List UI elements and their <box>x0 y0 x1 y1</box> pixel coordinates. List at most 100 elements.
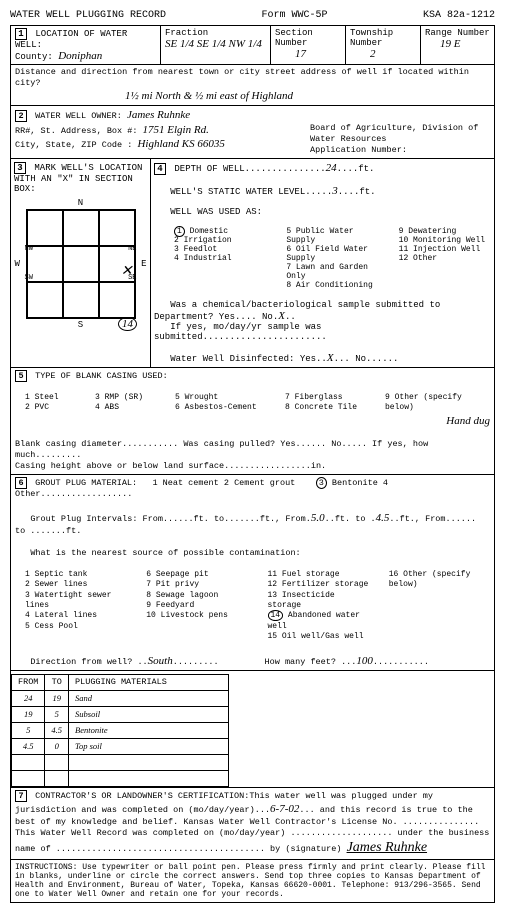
casing-2: 2 PVC <box>25 403 75 413</box>
mark-label: MARK WELL'S LOCATION WITH AN "X" IN SECT… <box>14 163 142 194</box>
contam-16: 16 Other (specify below) <box>389 570 490 591</box>
section-num-3: 3 <box>14 162 26 174</box>
contam-2: 2 Sewer lines <box>25 580 126 590</box>
casing-8: 8 Concrete Tile <box>285 403 365 413</box>
loc-label: LOCATION OF WATER WELL: <box>15 29 127 50</box>
board-label: Board of Agriculture, Division of Water … <box>310 123 478 144</box>
compass-e: E <box>141 259 146 269</box>
city-label: City, State, ZIP Code : <box>15 140 132 150</box>
section-value: 17 <box>295 48 306 60</box>
header-form: Form WWC-5P <box>262 10 328 21</box>
plugging-table: FROM TO PLUGGING MATERIALS 2419Sand 195S… <box>11 674 229 787</box>
height-label: Casing height above or below land surfac… <box>15 461 326 471</box>
cert-section: 7 CONTRACTOR'S OR LANDOWNER'S CERTIFICAT… <box>11 788 494 860</box>
compass-w: W <box>15 259 20 269</box>
range-value: 19 E <box>440 38 460 50</box>
table-row <box>12 771 229 787</box>
table-row: 195Subsoil <box>12 706 229 722</box>
use-9: 9 Dewatering <box>399 227 491 236</box>
chem-ans: X <box>278 310 285 322</box>
diam-label: Blank casing diameter........... Was cas… <box>15 439 428 460</box>
th-to: TO <box>45 674 69 690</box>
section-num-1: 1 <box>15 28 27 40</box>
section-num-6: 6 <box>15 477 27 489</box>
grout-section: 6 GROUT PLUG MATERIAL: 1 Neat cement 2 C… <box>11 475 494 671</box>
contam-5: 5 Cess Pool <box>25 622 126 632</box>
depth-label: DEPTH OF WELL <box>174 164 244 174</box>
cert-date: 6-7-02 <box>270 803 299 815</box>
distance-label: Distance and direction from nearest town… <box>15 67 469 88</box>
chem-date: If yes, mo/day/yr sample was submitted <box>154 322 321 342</box>
county-label: County: <box>15 52 53 62</box>
used-label: WELL WAS USED AS: <box>170 207 262 217</box>
section-num-5: 5 <box>15 370 27 382</box>
contam-9: 9 Feedyard <box>146 601 247 611</box>
use-5: 5 Public Water Supply <box>286 227 378 245</box>
grout-opts: 1 Neat cement 2 Cement grout <box>152 478 295 488</box>
city-value: Highland KS 66035 <box>137 138 224 150</box>
owner-name: James Ruhnke <box>127 109 190 121</box>
chem-label: Was a chemical/bacteriological sample su… <box>154 300 440 322</box>
use-8: 8 Air Conditioning <box>286 281 378 290</box>
int-from1: 5.0 <box>311 512 325 524</box>
use-2: 2 Irrigation <box>174 236 266 245</box>
casing-6: 6 Asbestos-Cement <box>175 403 265 413</box>
table-row: 4.50Top soil <box>12 739 229 755</box>
app-label: Application Number: <box>310 145 407 155</box>
static-value: 3 <box>332 185 338 197</box>
use-11: 11 Injection Well <box>399 245 491 254</box>
th-mat: PLUGGING MATERIALS <box>69 674 229 690</box>
dir-value: South <box>148 655 173 667</box>
contam-6: 6 Seepage pit <box>146 570 247 580</box>
table-row: 54.5Bentonite <box>12 723 229 739</box>
section-label: Section Number <box>275 28 313 48</box>
distance-section: Distance and direction from nearest town… <box>11 65 494 106</box>
contam-1: 1 Septic tank <box>25 570 126 580</box>
depth-value: 24 <box>326 162 337 174</box>
compass-s: S <box>78 320 83 330</box>
addr-label: RR#, St. Address, Box #: <box>15 126 137 136</box>
table-row: 2419Sand <box>12 690 229 706</box>
contam-13: 13 Insecticide storage <box>268 591 369 612</box>
compass-n: N <box>78 198 83 208</box>
instructions: INSTRUCTIONS: Use typewriter or ball poi… <box>11 860 494 902</box>
contam-11: 11 Fuel storage <box>268 570 369 580</box>
plugging-section: FROM TO PLUGGING MATERIALS 2419Sand 195S… <box>11 674 494 788</box>
header-title: WATER WELL PLUGGING RECORD <box>10 10 166 21</box>
range-label: Range Number <box>425 28 490 38</box>
section-grid: N S W E NW NE SW SE ✕ <box>26 209 136 319</box>
well-x-mark: ✕ <box>121 263 133 280</box>
county-value: Doniphan <box>58 50 102 62</box>
header-ksa: KSA 82a-1212 <box>423 10 495 21</box>
fraction-value: SE 1/4 SE 1/4 NW 1/4 <box>165 38 262 50</box>
depth-section: 4 DEPTH OF WELL...............24....ft. … <box>151 159 494 367</box>
contam-8: 8 Sewage lagoon <box>146 591 247 601</box>
use-12: 12 Other <box>399 254 491 263</box>
table-row <box>12 755 229 771</box>
disinf-no: No <box>355 354 366 364</box>
use-4: 4 Industrial <box>174 254 266 263</box>
int-to1: 4.5 <box>376 512 390 524</box>
dir-label: Direction from well? <box>30 657 132 667</box>
casing-label: TYPE OF BLANK CASING USED: <box>35 371 168 381</box>
casing-other: Hand dug <box>385 414 490 428</box>
disinf-label: Water Well Disinfected: Yes <box>170 354 316 364</box>
section-num-4: 4 <box>154 163 166 175</box>
contam-14-circled: 14 <box>268 610 284 621</box>
feet-label: How many feet? <box>265 657 336 667</box>
casing-5: 5 Wrought <box>175 393 265 403</box>
contam-label: What is the nearest source of possible c… <box>30 548 300 558</box>
owner-section: 2 WATER WELL OWNER: James Ruhnke RR#, St… <box>11 106 494 158</box>
contam-3: 3 Watertight sewer lines <box>25 591 126 612</box>
fraction-label: Fraction <box>165 28 208 38</box>
casing-1: 1 Steel <box>25 393 75 403</box>
circle-num: 14 <box>118 317 137 331</box>
use-7: 7 Lawn and Garden Only <box>286 263 378 281</box>
static-label: WELL'S STATIC WATER LEVEL <box>170 187 305 197</box>
casing-7: 7 Fiberglass <box>285 393 365 403</box>
disinf-ans: X <box>327 352 334 364</box>
contam-7: 7 Pit privy <box>146 580 247 590</box>
cert-sig: James Ruhnke <box>347 840 427 855</box>
use-10: 10 Monitoring Well <box>399 236 491 245</box>
th-from: FROM <box>12 674 45 690</box>
